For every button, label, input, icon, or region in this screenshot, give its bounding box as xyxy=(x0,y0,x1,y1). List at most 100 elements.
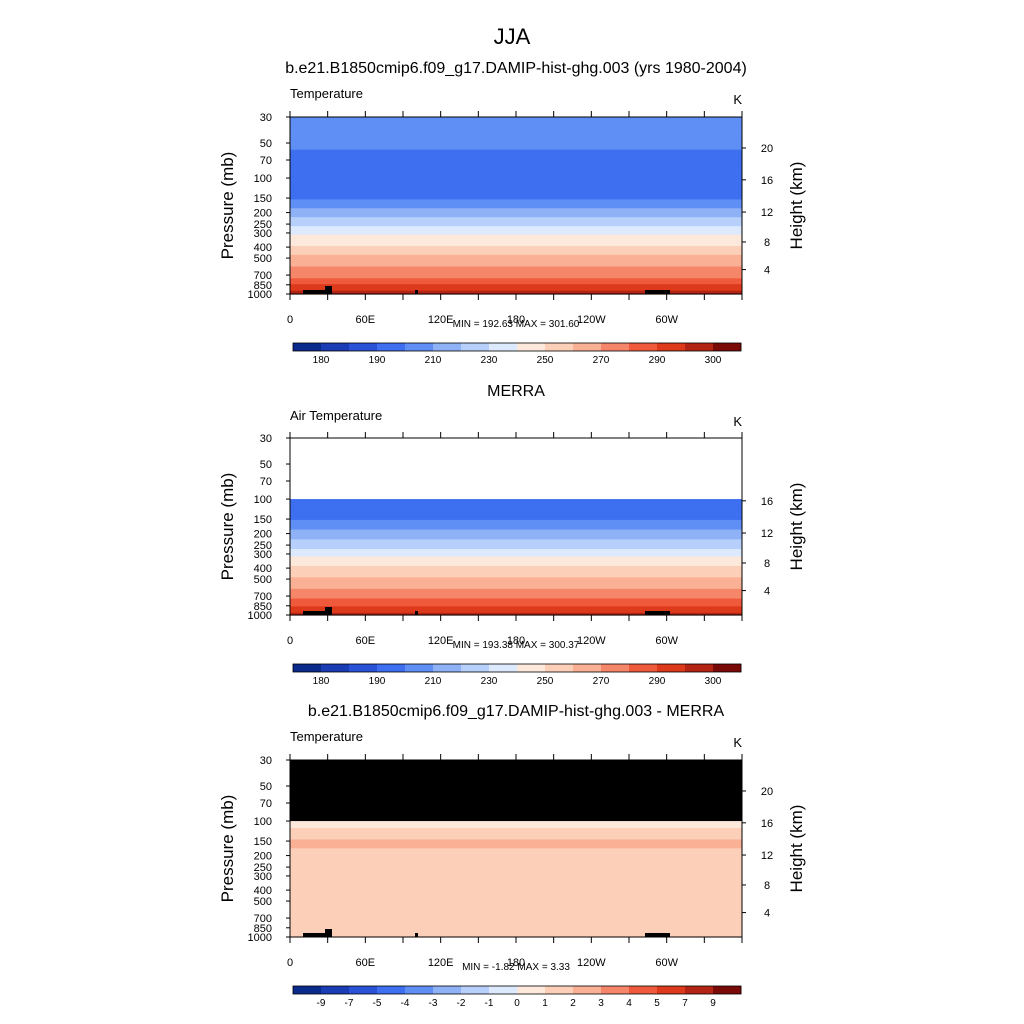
colorbar: 180 190 210 230 250 270 290 300 xyxy=(292,342,742,366)
colorbar-swatch xyxy=(377,664,406,672)
units-label: K xyxy=(733,414,742,429)
pressure-axis-label: Pressure (mb) xyxy=(218,152,237,260)
colorbar-swatch xyxy=(321,986,350,994)
colorbar-label: 2 xyxy=(570,998,576,1009)
pressure-tick-label: 500 xyxy=(254,896,272,908)
contour-band xyxy=(290,594,742,598)
min-max-stats: MIN = 192.63 MAX = 301.60 xyxy=(453,319,580,330)
contour-band xyxy=(290,892,742,896)
height-tick-label: 8 xyxy=(764,558,770,570)
longitude-tick-label: 60E xyxy=(356,635,376,647)
contour-band xyxy=(290,155,742,160)
colorbar-swatch xyxy=(517,664,546,672)
height-tick-label: 4 xyxy=(764,265,770,277)
contour-band xyxy=(290,131,742,136)
contour-band xyxy=(290,517,742,521)
contour-band xyxy=(290,205,742,209)
contour-band xyxy=(290,930,742,935)
colorbar-frame xyxy=(292,985,742,995)
contour-band xyxy=(290,569,742,573)
height-tick-label: 12 xyxy=(761,207,773,219)
contour-band xyxy=(290,560,742,563)
pressure-tick-label: 1000 xyxy=(248,932,272,944)
contour-band xyxy=(290,863,742,867)
contour-band xyxy=(290,575,742,578)
contour-band xyxy=(290,521,742,525)
contour-band xyxy=(290,143,742,148)
contour-band xyxy=(290,161,742,166)
terrain-mask xyxy=(660,611,670,615)
height-tick-label: 8 xyxy=(764,880,770,892)
pressure-tick-label: 1000 xyxy=(248,289,272,301)
height-tick-label: 4 xyxy=(764,586,770,598)
contour-band xyxy=(290,149,742,154)
contour-band xyxy=(290,164,742,169)
variable-label: Temperature xyxy=(290,729,363,744)
height-axis-label: Height (km) xyxy=(787,483,806,571)
contour-band xyxy=(290,140,742,145)
contour-band xyxy=(290,234,742,239)
units-label: K xyxy=(733,92,742,107)
contour-band xyxy=(290,600,742,603)
contour-band xyxy=(290,586,742,590)
colorbar-swatch xyxy=(713,986,742,994)
contour-band xyxy=(290,604,742,607)
contour-band xyxy=(290,119,742,124)
contour-band xyxy=(290,539,742,542)
contour-band xyxy=(290,249,742,253)
contour-band xyxy=(290,547,742,550)
pressure-tick-label: 300 xyxy=(254,549,272,561)
colorbar-swatch xyxy=(321,664,350,672)
longitude-tick-label: 60W xyxy=(655,635,678,647)
contour-band xyxy=(290,903,742,908)
contour-band xyxy=(290,883,742,887)
contour-band xyxy=(290,510,742,513)
pressure-axis-label: Pressure (mb) xyxy=(218,795,237,903)
pressure-tick-label: 30 xyxy=(260,112,272,124)
panel-title: MERRA xyxy=(487,383,545,400)
contour-band xyxy=(290,590,742,594)
contour-band xyxy=(290,533,742,537)
colorbar-label: 250 xyxy=(537,355,554,366)
contour-field xyxy=(290,117,742,295)
colorbar-swatch xyxy=(629,664,658,672)
contour-band xyxy=(290,199,742,203)
contour-band xyxy=(290,220,742,224)
height-tick-label: 8 xyxy=(764,237,770,249)
contour-band xyxy=(290,251,742,256)
terrain-mask xyxy=(660,290,670,294)
terrain-mask xyxy=(645,611,665,615)
colorbar-label: 270 xyxy=(593,676,610,687)
colorbar-label: 4 xyxy=(626,998,632,1009)
contour-band xyxy=(290,554,742,558)
colorbar-swatch xyxy=(657,664,686,672)
contour-band xyxy=(290,924,742,928)
contour-band xyxy=(290,585,742,588)
contour-band xyxy=(290,535,742,539)
panel-title: b.e21.B1850cmip6.f09_g17.DAMIP-hist-ghg.… xyxy=(308,703,725,720)
contour-band xyxy=(290,877,742,882)
contour-band xyxy=(290,272,742,276)
contour-band xyxy=(290,237,742,242)
contour-band xyxy=(290,223,742,227)
contour-band xyxy=(290,912,742,917)
terrain-mask xyxy=(303,290,329,294)
contour-band xyxy=(290,552,742,556)
pressure-tick-label: 200 xyxy=(254,208,272,220)
pressure-tick-label: 200 xyxy=(254,529,272,541)
colorbar-swatch xyxy=(545,664,574,672)
contour-band xyxy=(290,602,742,605)
contour-band xyxy=(290,122,742,127)
colorbar-label: 1 xyxy=(542,998,548,1009)
colorbar-swatch xyxy=(461,664,490,672)
colorbar-label: 190 xyxy=(369,355,386,366)
colorbar-label: 180 xyxy=(313,355,330,366)
colorbar-swatch xyxy=(573,986,602,994)
contour-band xyxy=(290,909,742,914)
contour-band xyxy=(290,854,742,858)
longitude-tick-label: 0 xyxy=(287,314,293,326)
contour-band xyxy=(290,184,742,189)
contour-band xyxy=(290,128,742,133)
longitude-tick-label: 0 xyxy=(287,635,293,647)
